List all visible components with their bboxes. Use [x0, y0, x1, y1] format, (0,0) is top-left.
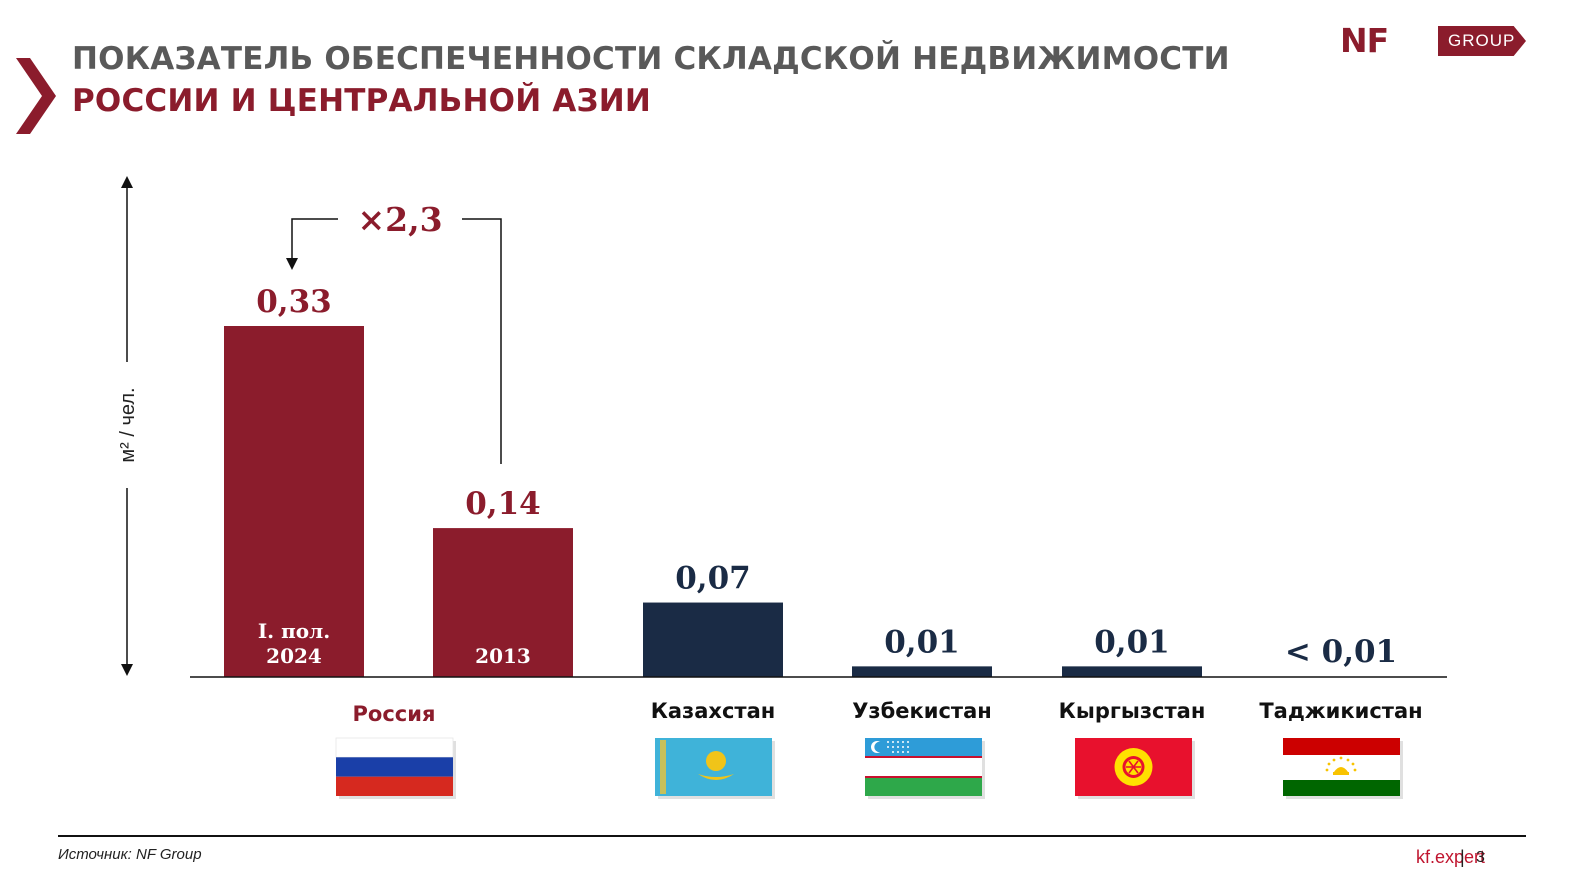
chevron-icon — [16, 58, 56, 134]
category-label-2: Узбекистан — [852, 699, 992, 723]
bar-value-label-4: 0,01 — [1094, 624, 1170, 660]
category-label-4: Таджикистан — [1259, 699, 1422, 723]
multiplier-bracket: ×2,3 — [286, 200, 502, 464]
category-labels: Россия Казахстан Узбекистан Кыргызстан Таджи… — [353, 699, 1423, 726]
bar-period-label-1-0: 2013 — [475, 644, 531, 668]
footer-divider — [58, 835, 1526, 837]
company-logo: NF GROUP — [1340, 21, 1526, 60]
title-line-1: ПОКАЗАТЕЛЬ ОБЕСПЕЧЕННОСТИ СКЛАДСКОЙ НЕДВ… — [72, 41, 1230, 77]
bar-value-label-2: 0,07 — [675, 561, 751, 597]
bar-value-label-3: 0,01 — [884, 624, 960, 660]
tajikistan-flag — [1283, 738, 1403, 799]
y-axis: м² / чел. — [117, 176, 139, 676]
page-title: ПОКАЗАТЕЛЬ ОБЕСПЕЧЕННОСТИ СКЛАДСКОЙ НЕДВ… — [72, 38, 1230, 122]
kyrgyzstan-flag — [1075, 738, 1195, 799]
bar-3 — [852, 666, 992, 677]
bar-1 — [433, 528, 573, 677]
bar-4 — [1062, 666, 1202, 677]
category-label-3: Кыргызстан — [1059, 699, 1206, 723]
bar-value-label-0: 0,33 — [256, 284, 332, 320]
category-label-1: Казахстан — [651, 699, 776, 723]
uzbekistan-flag — [865, 738, 985, 799]
bar-value-label-5: < 0,01 — [1285, 634, 1397, 670]
title-line-2: РОССИИ И ЦЕНТРАЛЬНОЙ АЗИИ — [72, 83, 652, 119]
multiplier-label: ×2,3 — [357, 200, 442, 239]
bars-group: 0,33 I. пол.2024 0,14 2013 0,07 0,01 0,01 < 0,0… — [224, 284, 1397, 677]
bar-0 — [224, 326, 364, 677]
footer-separator: | — [1460, 847, 1465, 867]
russia-flag — [335, 737, 456, 799]
bar-period-label-0-1: 2024 — [266, 644, 322, 668]
bar-chart: м² / чел. ×2,3 0,33I. пол.20240,1420130,… — [117, 176, 1447, 799]
bar-value-label-1: 0,14 — [465, 486, 541, 522]
logo-group-label: GROUP — [1438, 26, 1526, 56]
category-label-0: Россия — [353, 702, 436, 726]
page-number: 3 — [1476, 849, 1485, 866]
logo-mark: NF — [1340, 21, 1389, 60]
source-note: Источник: NF Group — [58, 846, 202, 863]
bar-period-label-0-0: I. пол. — [258, 619, 330, 643]
bar-2 — [643, 602, 783, 677]
kazakhstan-flag — [655, 738, 775, 799]
site-link[interactable]: kf.expert — [1415, 847, 1485, 867]
y-axis-label: м² / чел. — [117, 387, 139, 462]
